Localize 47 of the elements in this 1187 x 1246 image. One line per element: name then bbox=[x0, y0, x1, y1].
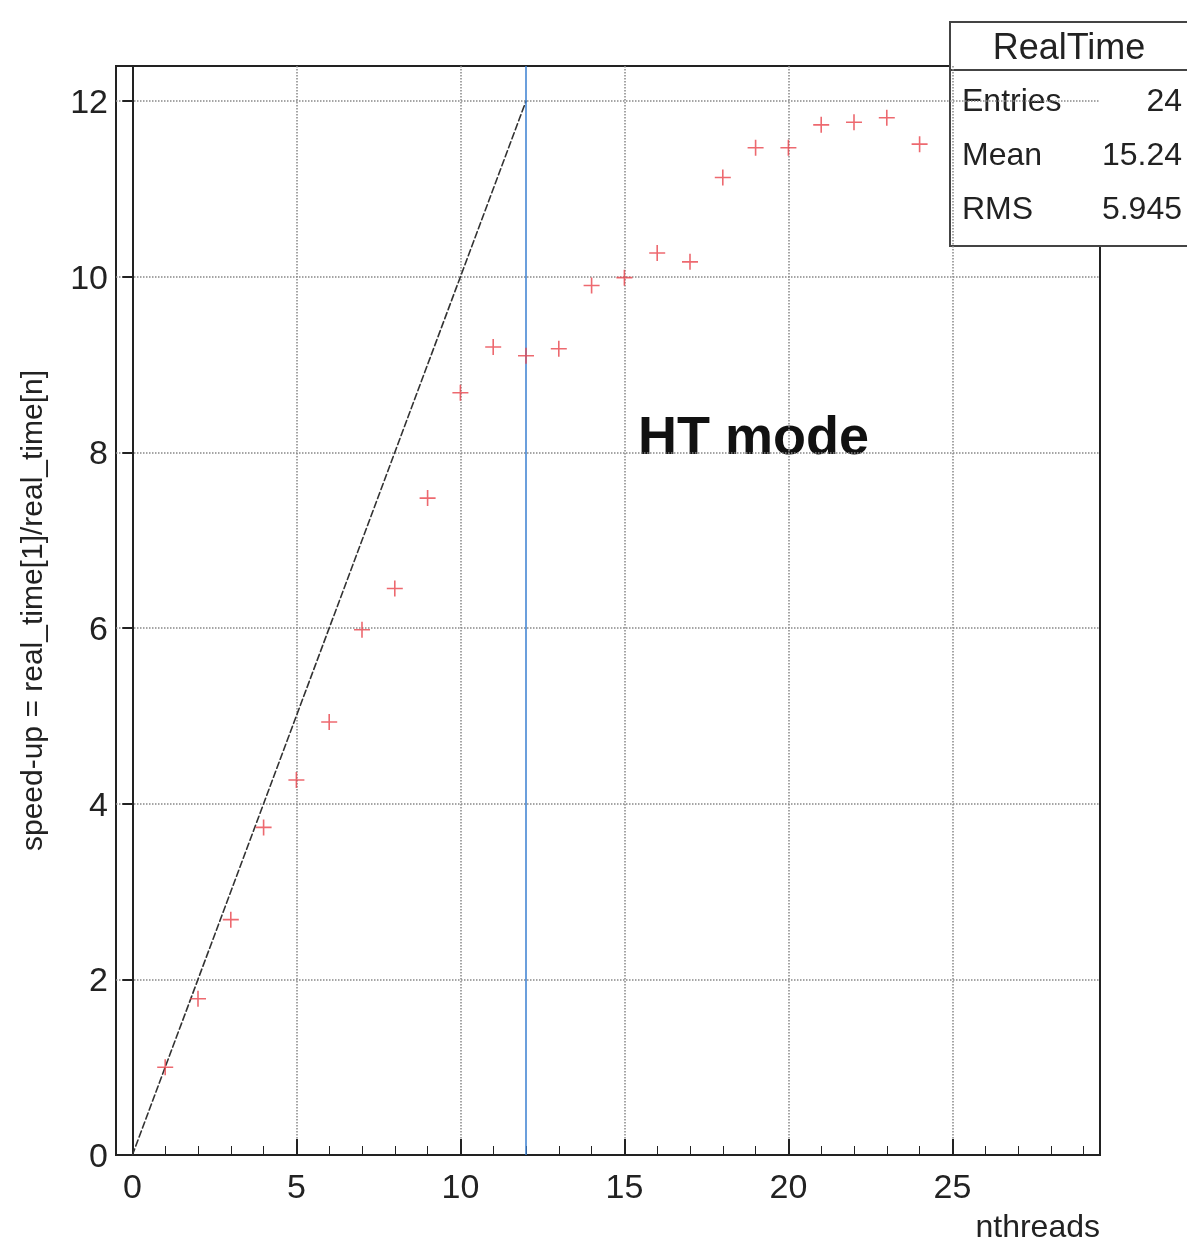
x-tick-label: 15 bbox=[605, 1167, 644, 1205]
point bbox=[353, 621, 371, 639]
y-tick-label: 0 bbox=[89, 1136, 108, 1174]
x-tick-label: 0 bbox=[122, 1167, 142, 1205]
point bbox=[517, 347, 535, 365]
point bbox=[386, 579, 404, 598]
point bbox=[845, 113, 863, 132]
text: 24 bbox=[1146, 82, 1182, 118]
y-tick-label: 4 bbox=[89, 784, 108, 823]
point bbox=[910, 135, 929, 153]
point bbox=[222, 910, 240, 929]
annotation: HT mode bbox=[638, 405, 870, 465]
point bbox=[287, 771, 306, 789]
point bbox=[681, 253, 699, 271]
point bbox=[320, 713, 338, 731]
x-tick-label: 10 bbox=[441, 1167, 480, 1205]
x-tick-label: 25 bbox=[933, 1167, 972, 1205]
y-tick-label: 6 bbox=[89, 609, 108, 648]
annotation: RMS bbox=[962, 190, 1034, 226]
annotation: RealTime bbox=[992, 25, 1146, 67]
x-tick-label: 20 bbox=[769, 1167, 808, 1205]
point bbox=[779, 138, 798, 157]
annotation: Mean bbox=[962, 136, 1043, 172]
point bbox=[156, 1058, 174, 1076]
point bbox=[418, 489, 437, 507]
x-axis-title: nthreads bbox=[975, 1208, 1100, 1244]
point bbox=[746, 138, 765, 157]
point bbox=[812, 116, 830, 134]
point bbox=[189, 989, 207, 1008]
point bbox=[878, 109, 896, 127]
x-tick-label: 5 bbox=[286, 1167, 306, 1205]
y-axis-title: speed-up = real_time[1]/real_time[n] bbox=[14, 369, 48, 852]
point bbox=[648, 244, 666, 262]
point bbox=[714, 168, 732, 187]
y-tick-label: 10 bbox=[70, 257, 108, 296]
annotation: Entries bbox=[962, 82, 1062, 118]
text: 5.945 bbox=[1101, 190, 1182, 226]
y-tick-label: 2 bbox=[89, 960, 108, 999]
point bbox=[550, 339, 568, 358]
y-tick-label: 12 bbox=[70, 82, 108, 121]
text: 15.24 bbox=[1101, 136, 1182, 172]
point bbox=[484, 338, 502, 356]
point bbox=[254, 818, 273, 837]
point bbox=[582, 276, 601, 295]
point bbox=[615, 268, 634, 287]
y-tick-label: 8 bbox=[89, 433, 108, 472]
point bbox=[451, 383, 470, 402]
